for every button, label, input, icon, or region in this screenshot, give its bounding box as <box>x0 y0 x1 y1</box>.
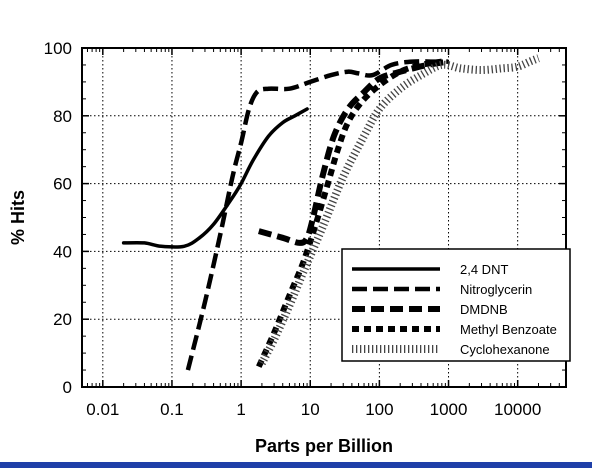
axis-ticks: 0.01 0.1 1 10 100 1000 10000 0 20 40 60 80 100 <box>44 39 566 419</box>
series-line-2 <box>185 59 449 371</box>
legend: 2,4 DNT Nitroglycerin DMDNB Methyl Benzoate… <box>341 248 571 362</box>
series-line-1 <box>121 107 309 249</box>
legend-label: Methyl Benzoate <box>460 322 557 337</box>
series-line-3 <box>257 58 449 246</box>
legend-label: 2,4 DNT <box>460 262 508 277</box>
x-axis-title: Parts per Billion <box>255 436 393 456</box>
y-tick-label: 40 <box>53 242 72 261</box>
y-tick-label: 60 <box>53 175 72 194</box>
x-tick-label: 10000 <box>494 400 541 419</box>
series-line-5 <box>258 54 540 366</box>
grid-lines <box>82 48 566 387</box>
y-tick-label: 20 <box>53 310 72 329</box>
legend-label: Nitroglycerin <box>460 282 532 297</box>
x-tick-label: 0.01 <box>86 400 119 419</box>
x-tick-label: 1000 <box>430 400 468 419</box>
y-axis-title: % Hits <box>8 190 28 245</box>
y-tick-label: 100 <box>44 39 72 58</box>
bottom-accent-bar <box>0 462 592 468</box>
x-tick-label: 0.1 <box>160 400 184 419</box>
y-tick-label: 0 <box>63 378 72 397</box>
x-tick-label: 10 <box>301 400 320 419</box>
y-tick-label: 80 <box>53 107 72 126</box>
x-tick-label: 100 <box>365 400 393 419</box>
legend-label: Cyclohexanone <box>460 342 550 357</box>
data-series <box>121 54 540 371</box>
x-tick-label: 1 <box>236 400 245 419</box>
legend-label: DMDNB <box>460 302 508 317</box>
